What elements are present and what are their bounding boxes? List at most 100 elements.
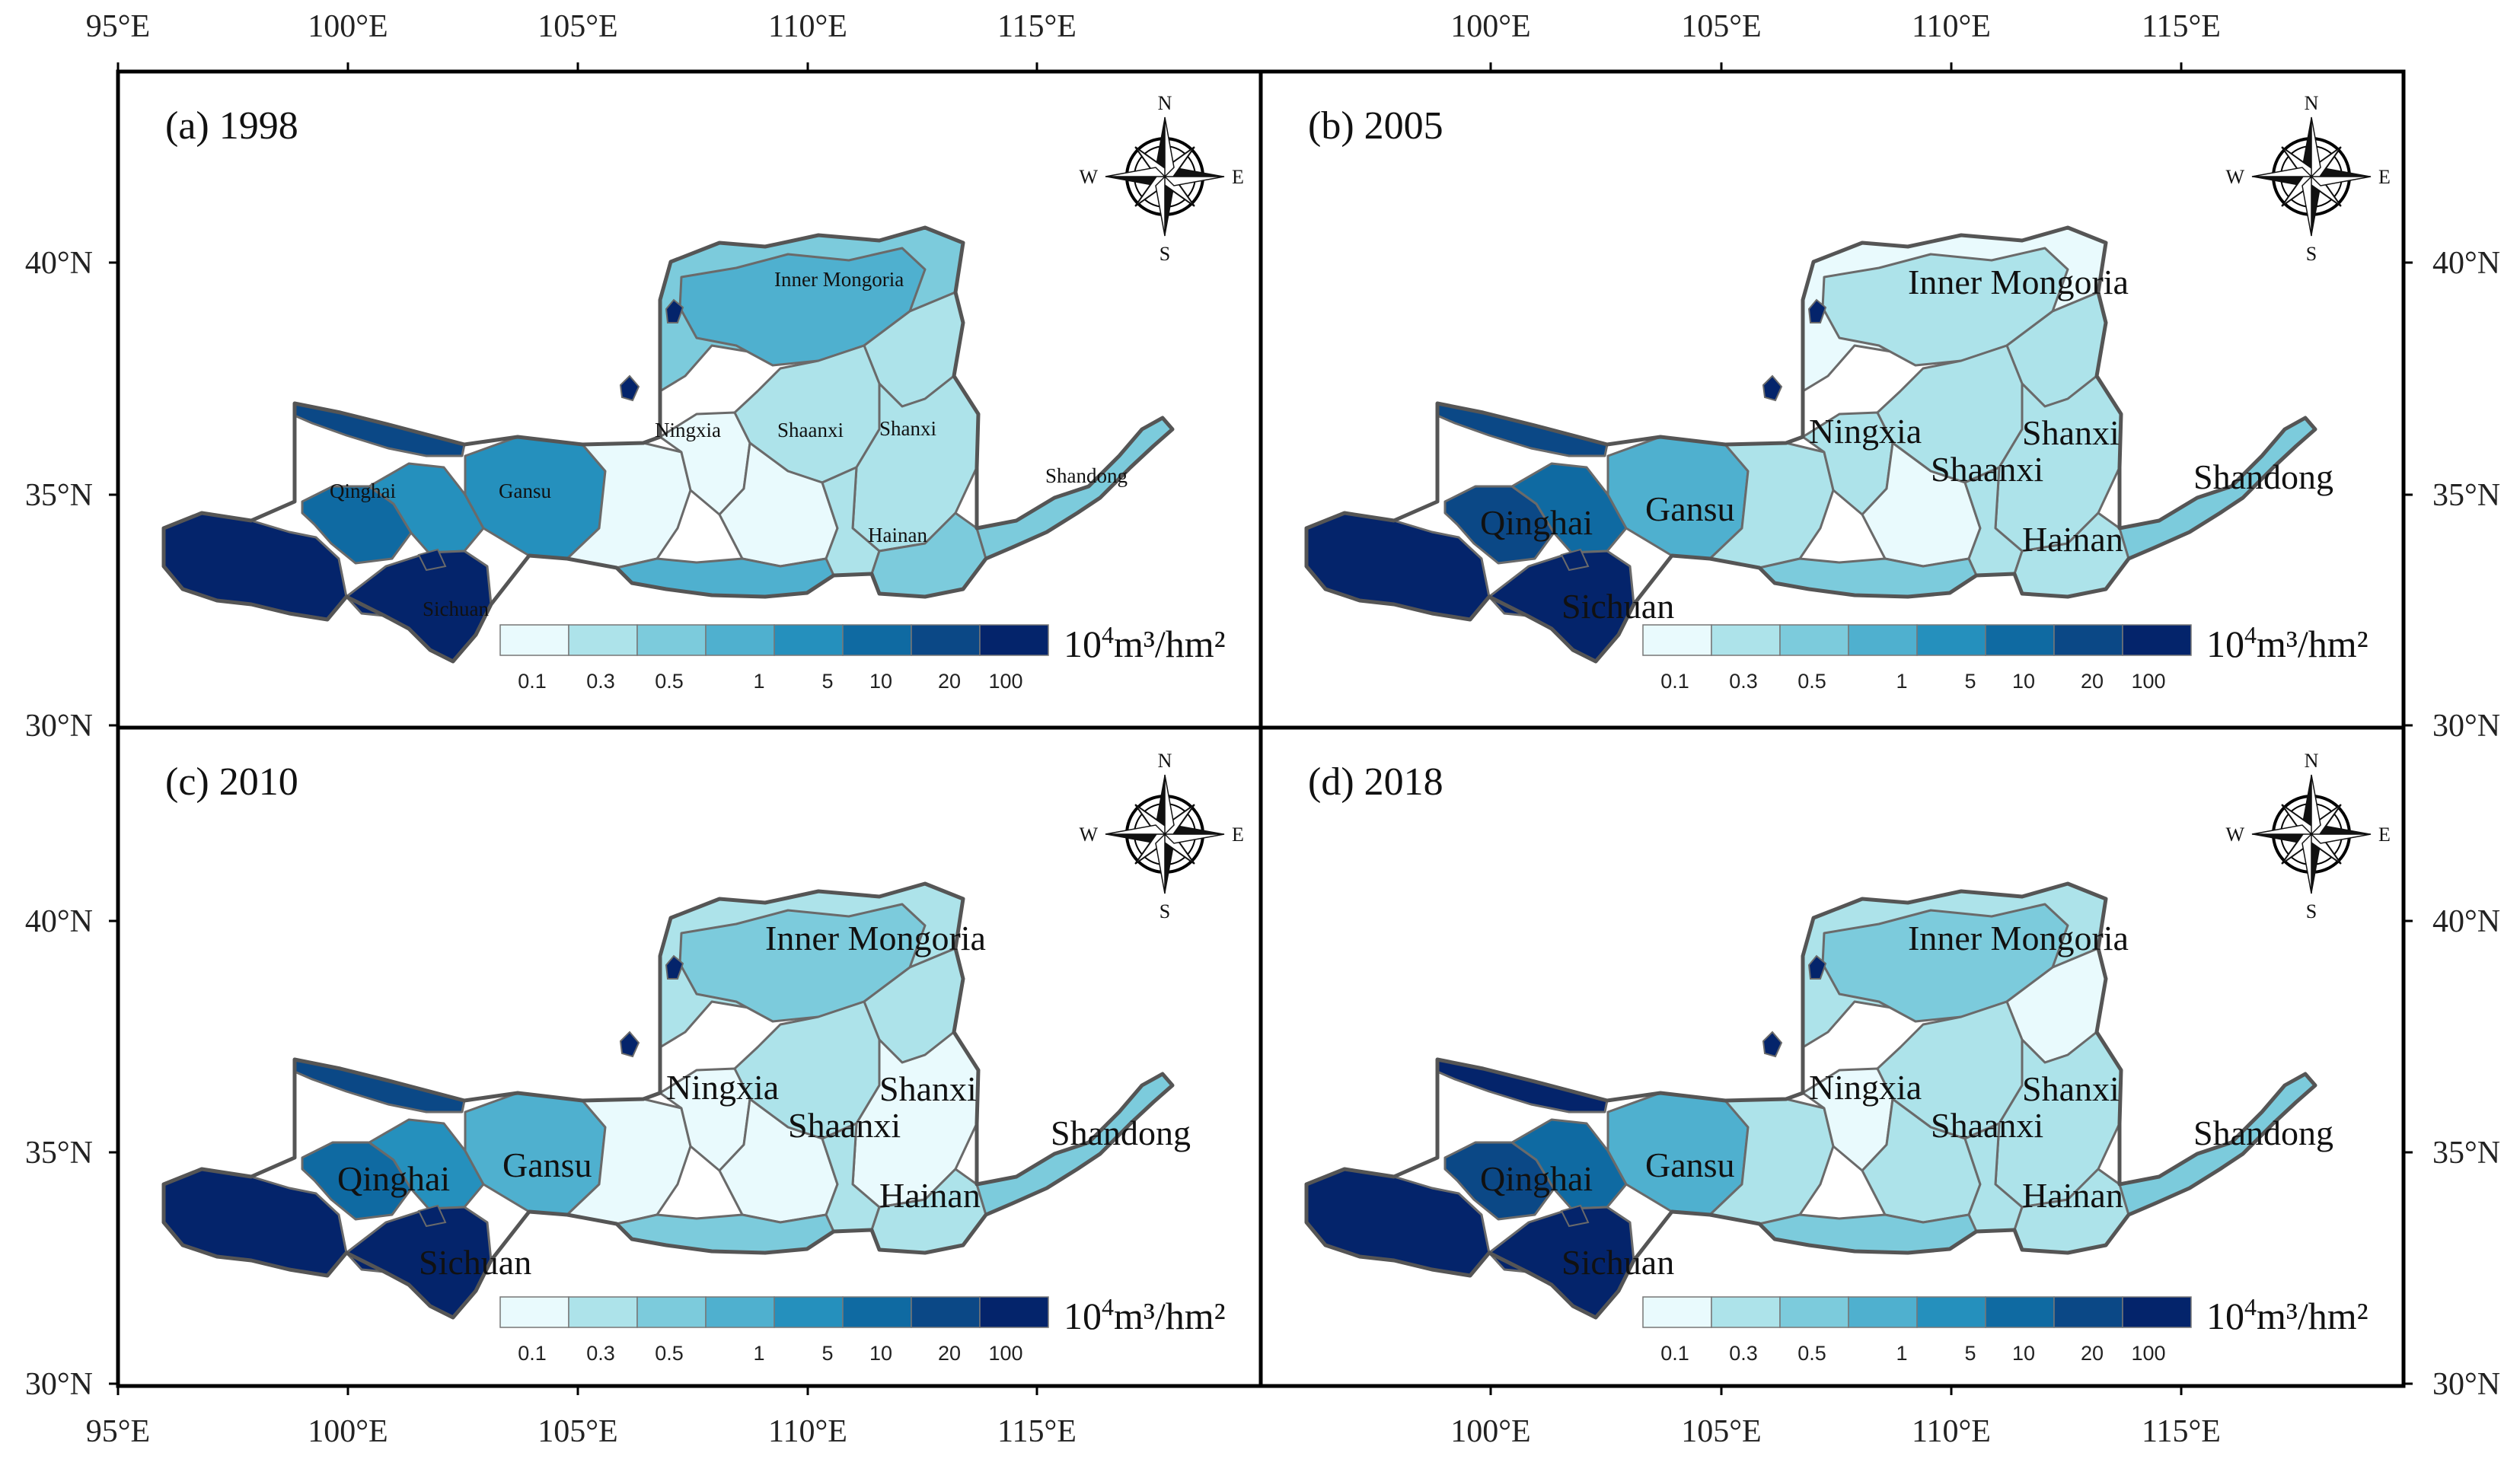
legend-swatch [911,1296,981,1328]
region-qinghai-se [1510,462,1628,554]
region-small-detail [619,374,640,402]
lon-label-top: 110°E [768,9,847,44]
compass-e: E [2378,824,2391,846]
lon-label-top: 100°E [308,9,388,44]
legend-swatch [911,624,981,656]
legend-swatch [1642,1296,1712,1328]
unit-base: 10 [1064,1295,1102,1337]
legend-swatch [979,1296,1049,1328]
legend-tick-label: 0.3 [1729,670,1758,693]
unit-base: 10 [2206,623,2244,665]
compass-star-highlight [1105,116,1225,237]
province-label-shaanxi: Shaanxi [788,1106,901,1145]
legend-tick-label: 0.1 [518,670,547,693]
lon-label-top: 100°E [1450,9,1530,44]
legend-unit: 104m³/hm² [2206,621,2368,665]
province-label-ningxia: Ningxia [655,419,721,441]
region-south-band [1758,557,1978,598]
compass-n: N [2305,92,2319,114]
province-label-gansu: Gansu [1645,1145,1735,1184]
lon-label-bottom: 115°E [2142,1414,2221,1449]
legend-tick-label: 100 [2131,670,2165,693]
compass-n: N [1158,750,1172,772]
legend-tick-label: 0.5 [655,670,684,693]
legend-tick-label: 20 [938,1342,961,1365]
province-label-hainan: Hainan [879,1176,981,1215]
region-small-detail [665,954,684,980]
lat-label-right: 35°N [2432,478,2500,513]
legend-swatch [2053,624,2123,656]
legend-tick-label: 0.3 [586,1342,615,1365]
province-label-qinghai: Qinghai [1480,503,1593,542]
region-small-detail [619,1031,640,1058]
legend-swatch [842,624,912,656]
legend-tick-label: 5 [821,1342,833,1365]
region-qinghai-c [1443,1141,1555,1221]
legend-tick-label: 100 [2131,1342,2165,1365]
legend-swatch [1848,1296,1918,1328]
region-small-detail [1807,298,1827,323]
unit-rest: m³/hm² [1114,1295,1226,1337]
region-qinghai-se [368,1118,485,1210]
lon-label-bottom: 110°E [1912,1414,1991,1449]
province-label-hainan: Hainan [868,524,927,546]
legend-tick-label: 0.5 [655,1342,684,1365]
compass-star-highlight [2251,116,2372,237]
province-label-hainan: Hainan [2022,520,2123,559]
province-label-shaanxi: Shaanxi [777,419,844,441]
legend-swatch [842,1296,912,1328]
compass-rose: N S E W [2225,750,2390,922]
unit-rest: m³/hm² [1114,623,1226,665]
province-label-shanxi: Shanxi [2022,413,2120,452]
legend-tick-label: 10 [869,670,892,693]
province-label-hainan: Hainan [2022,1176,2123,1215]
legend-tick-label: 1 [753,1342,764,1365]
legend-swatch [636,1296,707,1328]
lon-label-top: 105°E [1681,9,1761,44]
lat-label-left: 35°N [25,478,93,513]
legend-swatch [979,624,1049,656]
legend-unit: 104m³/hm² [1064,621,1226,665]
legend-tick-label: 5 [1964,670,1976,693]
basin-outline [161,225,1175,664]
province-labels: Inner MongoriaNingxiaShaanxiShanxiShando… [1480,919,2333,1282]
compass-e: E [2378,166,2391,188]
legend-tick-label: 10 [2012,670,2035,693]
region-qinghai-c [1443,485,1555,565]
province-label-inner-mongolia: Inner Mongoria [774,268,904,291]
compass-n: N [2305,750,2319,772]
legend-tick-label: 0.1 [518,1342,547,1365]
lon-label-bottom: 110°E [768,1414,847,1449]
compass-w: W [2225,166,2244,188]
lon-label-top: 110°E [1912,9,1991,44]
legend-tick-label: 0.1 [1660,1342,1689,1365]
compass-w: W [1079,166,1098,188]
legend-tick-label: 100 [988,1342,1022,1365]
legend-tick-label: 0.5 [1797,670,1826,693]
compass-s: S [2306,900,2317,922]
lat-label-right: 40°N [2432,246,2500,281]
province-label-sichuan: Sichuan [419,1243,531,1282]
legend-swatch [774,1296,844,1328]
region-qinghai-n [1436,402,1609,457]
legend-tick-label: 0.3 [586,670,615,693]
legend-tick-label: 1 [753,670,764,693]
compass-rose: N S E W [1079,750,1243,922]
region-small-detail [665,298,684,323]
legend-swatch [2122,1296,2192,1328]
legend-swatch [1779,1296,1849,1328]
region-layer [161,881,1175,1320]
legend-tick-label: 0.5 [1797,1342,1826,1365]
lat-label-right: 30°N [2432,709,2500,744]
lon-label-top: 95°E [86,9,150,44]
panel-title: (d) 2018 [1308,760,1443,804]
map-panel: (a) 1998 Inner Mongoria Ningxia Shaanxi Shan… [161,92,1244,693]
legend-swatch [1779,624,1849,656]
province-label-shandong: Shandong [2193,457,2333,496]
province-label-qinghai: Qinghai [1480,1159,1593,1198]
